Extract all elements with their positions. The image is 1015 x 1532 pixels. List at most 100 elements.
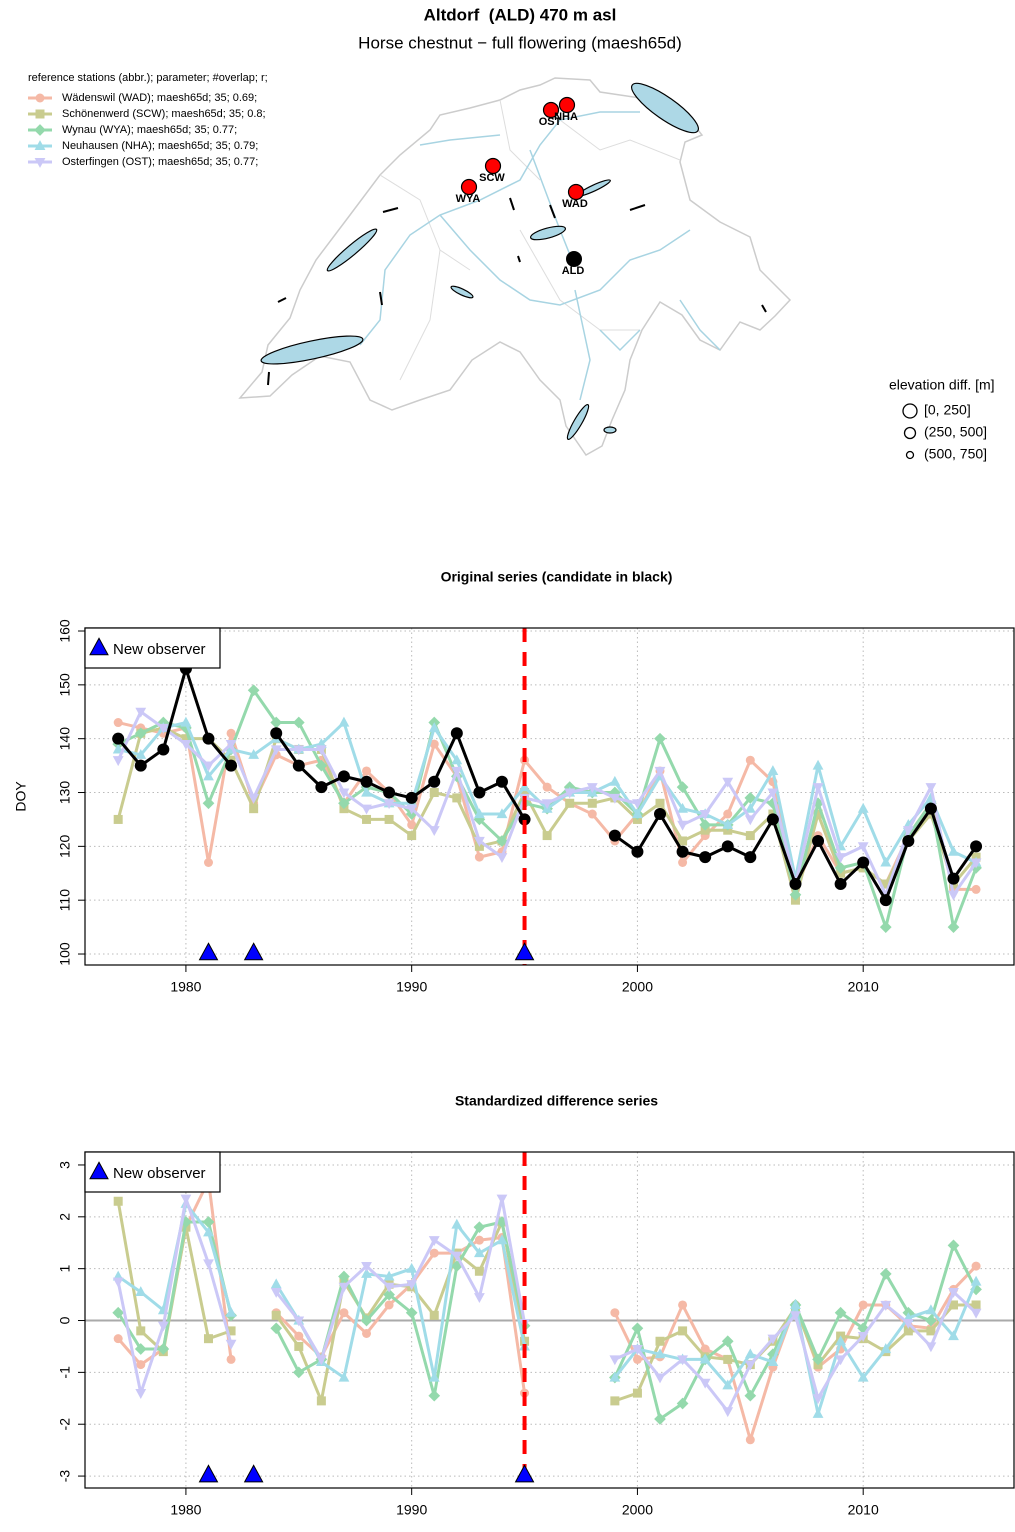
marker [203, 770, 214, 781]
marker [924, 802, 937, 815]
marker [450, 727, 463, 740]
marker [880, 1300, 892, 1311]
marker [202, 1216, 215, 1228]
marker [34, 157, 46, 168]
marker [654, 766, 666, 777]
marker [496, 1194, 508, 1205]
elevation-symbol [905, 450, 915, 460]
marker [880, 1343, 892, 1354]
y-tick-label: 3 [57, 1161, 73, 1169]
marker [315, 1355, 327, 1366]
marker [34, 124, 46, 136]
marker [452, 793, 462, 803]
elevation-symbol [903, 426, 917, 440]
marker [676, 845, 689, 858]
marker [429, 788, 439, 798]
marker [157, 1343, 170, 1355]
marker [947, 1239, 960, 1252]
x-tick-label: 2010 [848, 979, 879, 995]
marker [632, 808, 643, 819]
marker [565, 798, 575, 808]
y-tick-label: 110 [57, 889, 73, 912]
marker [360, 1314, 373, 1327]
marker [247, 684, 260, 697]
marker [405, 1306, 418, 1319]
marker [789, 888, 802, 901]
marker [226, 1326, 236, 1336]
marker [383, 786, 396, 799]
marker [474, 836, 485, 847]
marker [903, 1326, 913, 1336]
marker [180, 716, 192, 727]
marker [113, 718, 123, 728]
legend-entry: Osterfingen (OST); maesh65d; 35; 0.77; [62, 156, 258, 168]
marker [428, 1389, 441, 1402]
marker [429, 739, 439, 749]
x-tick-label: 2010 [848, 1502, 879, 1518]
marker [383, 799, 395, 810]
marker [362, 1328, 372, 1338]
lake [260, 335, 364, 365]
x-tick-label: 1980 [170, 979, 201, 995]
marker [948, 845, 959, 856]
marker [767, 797, 779, 810]
marker [292, 759, 305, 772]
marker [790, 1299, 801, 1310]
marker [971, 884, 981, 894]
marker [678, 1300, 688, 1310]
marker [812, 834, 825, 847]
marker [834, 878, 847, 891]
marker [879, 921, 892, 933]
series-line [116, 1201, 977, 1403]
marker [678, 858, 688, 868]
marker [383, 1270, 395, 1281]
country-border [238, 77, 792, 456]
marker [813, 809, 823, 819]
marker [203, 761, 214, 772]
marker [632, 1354, 642, 1364]
marker [243, 942, 264, 961]
marker [925, 783, 937, 793]
marker [292, 1366, 305, 1379]
marker [655, 1336, 665, 1346]
lake [566, 403, 590, 441]
marker [134, 1343, 147, 1355]
marker [338, 716, 350, 727]
marker [745, 1435, 755, 1445]
marker [362, 814, 372, 824]
marker [383, 1282, 395, 1293]
marker [428, 775, 441, 788]
marker [722, 777, 734, 788]
legend-entry: Schönenwerd (SCW); maesh65d; 35; 0.8; [62, 108, 266, 120]
marker [294, 1341, 304, 1351]
station-marker [460, 178, 478, 196]
marker [451, 1251, 463, 1262]
marker [835, 1355, 847, 1366]
event-legend-box [84, 627, 221, 669]
marker [632, 799, 643, 810]
marker [496, 835, 508, 847]
marker [970, 840, 983, 853]
marker [610, 1396, 620, 1406]
plot-frame [84, 627, 1015, 966]
marker [474, 1266, 484, 1276]
marker [113, 814, 123, 824]
marker [812, 783, 824, 793]
marker [902, 1319, 914, 1329]
y-tick-label: 140 [57, 727, 73, 751]
marker [857, 1332, 869, 1342]
station-label: WAD [562, 198, 588, 210]
x-tick-label: 2000 [622, 1502, 653, 1518]
marker [134, 727, 147, 740]
lake [326, 228, 378, 272]
marker [835, 853, 847, 863]
marker [587, 809, 597, 819]
marker [700, 1344, 710, 1354]
marker [676, 1397, 689, 1410]
marker [631, 845, 644, 858]
y-axis-label: DOY [13, 781, 29, 812]
marker [654, 1348, 666, 1359]
marker [451, 1218, 463, 1229]
marker [610, 1308, 620, 1318]
marker [879, 1268, 892, 1280]
